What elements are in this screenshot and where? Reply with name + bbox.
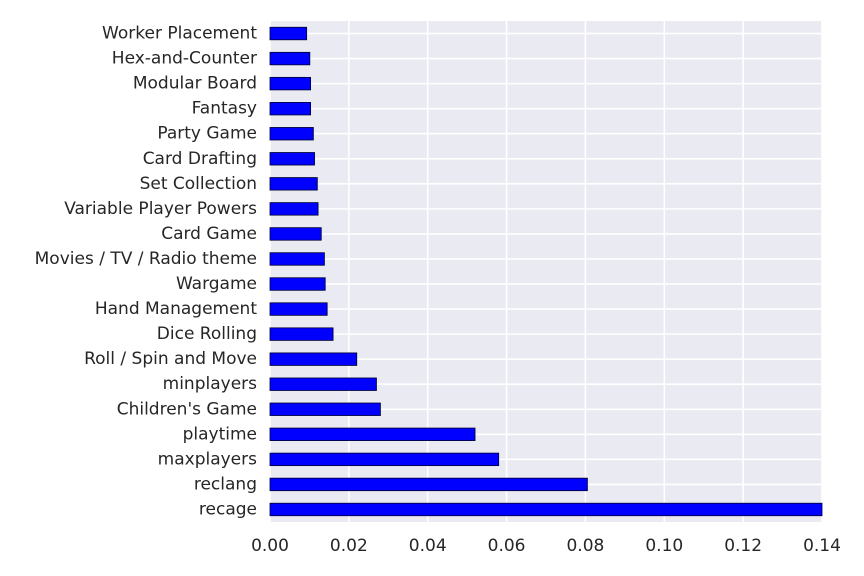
category-label: Roll / Spin and Move (84, 349, 257, 369)
category-label: Children's Game (117, 399, 257, 419)
category-labels: recage reclang maxplayers playtime Children'… (35, 24, 258, 520)
bar (269, 76, 312, 91)
x-tick-label: 0.12 (724, 536, 762, 556)
bar (269, 127, 314, 141)
bar (269, 26, 308, 41)
x-tick-label: 0.10 (645, 536, 683, 556)
category-label: Set Collection (140, 174, 257, 194)
plot-area (270, 21, 822, 522)
category-label: Worker Placement (102, 24, 257, 44)
x-tick-label: 0.08 (566, 536, 604, 556)
bar (269, 327, 334, 341)
x-tick-label: 0.06 (488, 536, 526, 556)
bar (269, 452, 500, 467)
bar (269, 202, 319, 216)
bar (269, 277, 326, 291)
category-label: Hand Management (95, 299, 257, 319)
bar (269, 51, 311, 66)
category-label: reclang (194, 474, 257, 494)
bar (269, 402, 381, 416)
x-tick-labels: 0.00 0.02 0.04 0.06 0.08 0.10 0.12 0.14 (251, 536, 841, 556)
category-label: Dice Rolling (157, 324, 257, 344)
bar (269, 302, 328, 316)
category-label: Hex-and-Counter (112, 49, 257, 69)
bar (269, 227, 322, 241)
category-label: Movies / TV / Radio theme (35, 249, 257, 269)
bar (269, 352, 358, 366)
category-label: Card Game (161, 224, 257, 244)
category-label: Variable Player Powers (64, 199, 257, 219)
category-label: Fantasy (192, 99, 257, 119)
category-label: recage (199, 499, 257, 519)
category-label: Card Drafting (143, 149, 257, 169)
bar (269, 477, 588, 492)
category-label: Party Game (157, 124, 257, 144)
x-tick-label: 0.02 (330, 536, 368, 556)
category-label: playtime (183, 424, 257, 444)
bar (269, 252, 325, 266)
bar (269, 502, 823, 517)
bar (269, 102, 312, 116)
x-tick-label: 0.00 (251, 536, 289, 556)
x-tick-label: 0.04 (409, 536, 447, 556)
category-label: Modular Board (133, 74, 257, 94)
bar (269, 377, 377, 391)
category-label: maxplayers (158, 449, 257, 469)
bar (269, 177, 318, 191)
x-tick-label: 0.14 (803, 536, 841, 556)
bar (269, 152, 315, 166)
bars (269, 26, 823, 517)
category-label: minplayers (163, 374, 257, 394)
bar (269, 427, 476, 441)
category-label: Wargame (176, 274, 257, 294)
